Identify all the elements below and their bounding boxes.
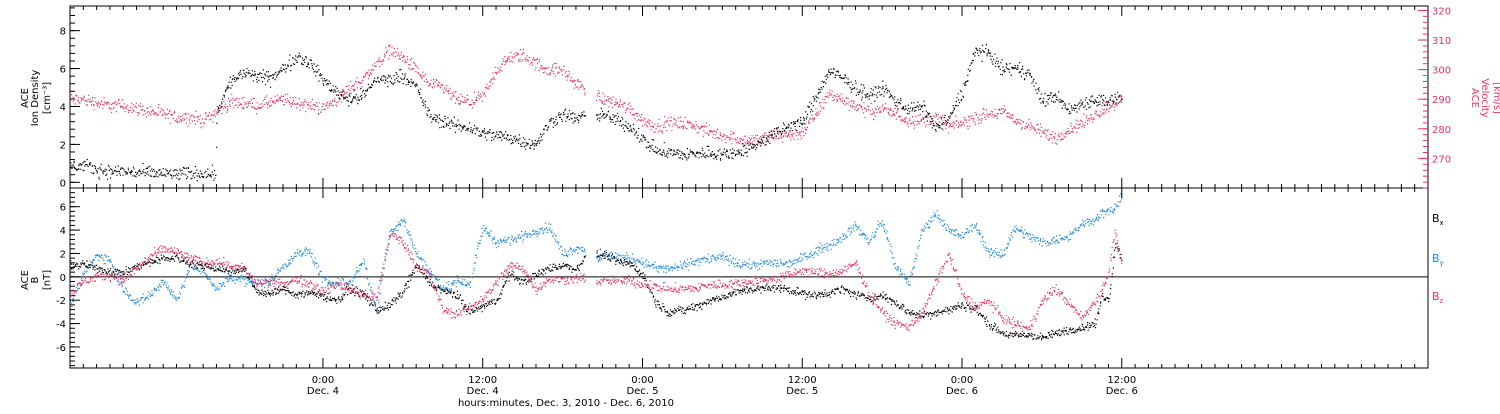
density-axis-tick-label: 2 — [60, 140, 66, 151]
top-right-ylabel-line2: Velocity — [1479, 78, 1490, 117]
bottom-panel-axes: -6 -4 -2 0 2 4 6 — [56, 187, 1428, 367]
x-tick-time-label: 12:00 — [1107, 375, 1136, 386]
bottom-panel-frame — [69, 187, 1429, 369]
x-tick-day-label: Dec. 6 — [1106, 386, 1138, 397]
density-axis-tick-label: 0 — [60, 178, 66, 189]
velocity-axis-tick-label: 320 — [1432, 6, 1451, 17]
top-panel-axes: 0 2 4 6 8 270 280 290 300 310 320 — [60, 6, 1451, 189]
velocity-axis-tick-label: 310 — [1432, 36, 1451, 47]
b-axis-tick-label: 2 — [60, 249, 66, 260]
density-axis-tick-label: 4 — [60, 102, 66, 113]
velocity-axis-tick-label: 300 — [1432, 66, 1451, 77]
top-left-ylabel-line2: Ion Density — [30, 70, 41, 127]
top-panel-frame — [69, 5, 1429, 189]
x-tick-time-label: 12:00 — [788, 375, 817, 386]
x-tick-time-label: 0:00 — [951, 375, 973, 386]
velocity-points — [70, 44, 1123, 146]
top-right-ylabel-line1: ACE — [1469, 88, 1480, 108]
density-points — [70, 44, 1123, 182]
x-axis-title: hours:minutes, Dec. 3, 2010 - Dec. 6, 20… — [458, 398, 674, 409]
legend-bz: Bz — [1432, 290, 1444, 305]
bottom-left-ylabel-line2: B — [30, 276, 41, 283]
b-axis-tick-label: 6 — [60, 203, 66, 214]
x-tick-day-label: Dec. 5 — [626, 386, 658, 397]
x-tick-day-label: Dec. 4 — [467, 386, 499, 397]
x-tick-time-label: 0:00 — [312, 375, 334, 386]
top-left-ylabel: ACE Ion Density [cm⁻³] — [20, 70, 53, 127]
legend-bx: Bx — [1432, 212, 1444, 227]
bottom-left-ylabel-line1: ACE — [20, 270, 31, 290]
velocity-axis-tick-label: 290 — [1432, 95, 1451, 106]
b-axis-tick-label: -2 — [56, 296, 66, 307]
b-axis-tick-label: 0 — [60, 273, 66, 284]
x-tick-time-label: 0:00 — [631, 375, 653, 386]
x-tick-day-label: Dec. 6 — [946, 386, 978, 397]
by-points — [70, 193, 1123, 314]
top-left-ylabel-line3: [cm⁻³] — [42, 82, 53, 114]
bottom-left-ylabel-line3: [nT] — [42, 270, 53, 290]
density-axis-tick-label: 6 — [60, 65, 66, 76]
top-panel-points — [70, 44, 1123, 182]
velocity-axis-tick-label: 280 — [1432, 125, 1451, 136]
x-tick-time-label: 12:00 — [468, 375, 497, 386]
density-axis-tick-label: 8 — [60, 27, 66, 38]
bottom-legend: Bx By Bz — [1432, 212, 1444, 305]
b-axis-tick-label: -4 — [56, 320, 66, 331]
bottom-left-ylabel: ACE B [nT] — [20, 270, 53, 290]
x-tick-day-label: Dec. 4 — [307, 386, 339, 397]
top-right-ylabel-line3: [km/s] — [1491, 82, 1500, 114]
b-axis-tick-label: -6 — [56, 343, 66, 354]
top-left-ylabel-line1: ACE — [20, 88, 31, 108]
bottom-panel-points — [70, 193, 1123, 341]
x-tick-day-label: Dec. 5 — [786, 386, 818, 397]
b-axis-tick-label: 4 — [60, 226, 66, 237]
velocity-axis-tick-label: 270 — [1432, 154, 1451, 165]
legend-by: By — [1432, 252, 1444, 267]
top-right-ylabel: ACE Velocity [km/s] — [1469, 78, 1500, 117]
